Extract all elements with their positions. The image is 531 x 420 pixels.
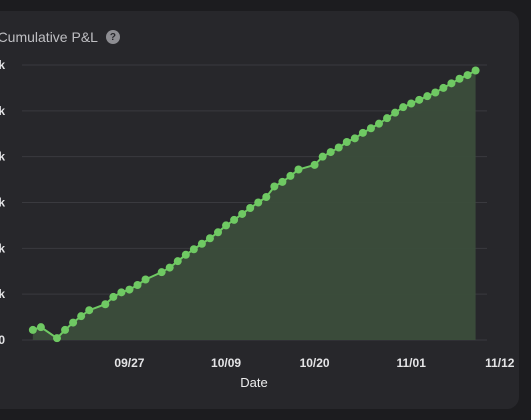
data-point (431, 88, 440, 97)
x-tick-label: 10/09 (211, 356, 241, 370)
y-tick-label: k (0, 58, 5, 72)
data-point (286, 171, 295, 180)
y-tick-label: k (0, 196, 5, 210)
data-point (310, 160, 319, 169)
data-point (214, 228, 222, 237)
data-point (439, 83, 448, 92)
data-point (157, 268, 166, 277)
data-point (205, 234, 214, 243)
data-point (85, 306, 94, 315)
data-point (334, 143, 343, 152)
x-axis-ticks: 09/27 10/09 10/20 11/01 11/12 (114, 356, 514, 370)
y-tick-label: k (0, 104, 5, 118)
y-tick-label: 0 (0, 333, 5, 347)
data-point (222, 221, 231, 230)
data-point (423, 92, 432, 101)
data-point (383, 114, 392, 123)
data-point (36, 323, 45, 332)
data-point (61, 325, 70, 334)
x-axis-label: Date (240, 375, 267, 390)
data-point (141, 275, 150, 284)
question-circle-icon[interactable]: ? (105, 30, 120, 44)
data-point (109, 292, 118, 301)
data-point (342, 138, 351, 146)
data-point (246, 204, 255, 212)
data-point (415, 95, 424, 104)
data-point (270, 182, 279, 191)
data-point (471, 66, 480, 75)
data-point (28, 325, 37, 334)
data-point (455, 74, 464, 83)
data-point (77, 312, 86, 321)
data-point (181, 250, 190, 259)
data-point (375, 119, 383, 128)
series-line (32, 69, 477, 340)
data-point (53, 334, 61, 343)
data-point (197, 239, 206, 248)
data-point (350, 134, 359, 143)
chart-title: et Cumulative P&L (0, 29, 98, 45)
y-axis-ticks: 0 k k k k k k (0, 58, 5, 347)
data-point (117, 288, 126, 297)
data-point (391, 108, 400, 117)
data-point (101, 300, 110, 309)
data-point (133, 281, 142, 289)
y-tick-label: k (0, 241, 5, 255)
data-point (294, 165, 303, 174)
data-point (230, 215, 239, 224)
series-points (28, 66, 480, 343)
data-point (254, 198, 263, 207)
data-point (165, 263, 174, 272)
data-point (358, 128, 367, 137)
data-point (262, 193, 271, 201)
x-tick-label: 11/12 (485, 356, 515, 370)
data-point (326, 148, 335, 157)
data-point (278, 177, 287, 186)
data-point (366, 124, 375, 133)
data-point (173, 257, 182, 266)
data-point (318, 152, 327, 161)
x-tick-label: 10/20 (300, 356, 330, 370)
series-path (32, 69, 477, 340)
y-tick-label: k (0, 150, 5, 164)
data-point (238, 209, 247, 218)
x-tick-label: 09/27 (114, 356, 144, 370)
y-tick-label: k (0, 287, 5, 301)
data-point (447, 79, 456, 88)
data-point (125, 285, 134, 294)
data-point (399, 103, 408, 112)
data-point (69, 318, 78, 327)
chart-title-row: et Cumulative P&L ? (0, 29, 120, 45)
data-point (407, 99, 416, 108)
x-tick-label: 11/01 (397, 356, 427, 370)
data-point (189, 245, 198, 254)
data-point (463, 71, 472, 80)
